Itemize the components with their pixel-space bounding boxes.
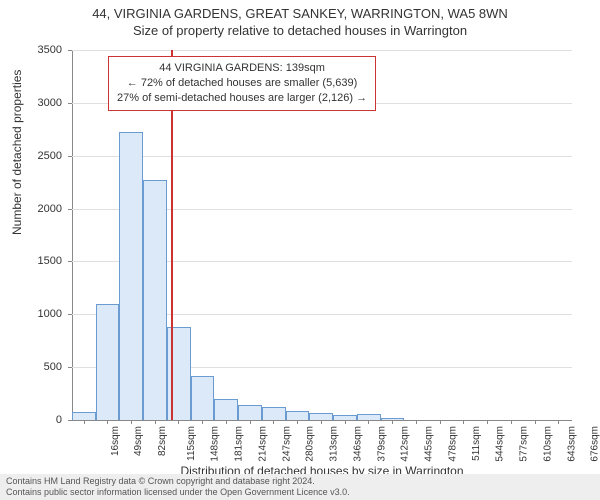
info-line-larger: 27% of semi-detached houses are larger (…	[117, 91, 367, 106]
x-tick-mark	[463, 420, 464, 424]
y-tick-mark	[68, 420, 72, 421]
histogram-bar	[238, 405, 262, 420]
y-tick-label: 1000	[22, 308, 62, 320]
x-tick-label: 412sqm	[400, 426, 411, 462]
x-tick-label: 379sqm	[376, 426, 387, 462]
x-tick-mark	[250, 420, 251, 424]
x-tick-mark	[535, 420, 536, 424]
x-tick-label: 115sqm	[186, 426, 197, 461]
x-tick-label: 181sqm	[234, 426, 245, 462]
histogram-bar	[72, 412, 96, 420]
x-tick-mark	[345, 420, 346, 424]
y-tick-label: 2500	[22, 150, 62, 162]
y-tick-mark	[68, 50, 72, 51]
x-tick-label: 676sqm	[590, 426, 600, 462]
x-tick-mark	[511, 420, 512, 424]
x-tick-mark	[202, 420, 203, 424]
y-tick-mark	[68, 367, 72, 368]
x-tick-mark	[321, 420, 322, 424]
grid-line	[72, 156, 572, 157]
x-tick-mark	[155, 420, 156, 424]
histogram-bar	[96, 304, 120, 420]
x-tick-label: 214sqm	[258, 426, 269, 462]
x-axis-line	[72, 420, 572, 421]
y-tick-mark	[68, 261, 72, 262]
y-tick-label: 3000	[22, 97, 62, 109]
info-line-property: 44 VIRGINIA GARDENS: 139sqm	[117, 61, 367, 76]
x-tick-mark	[440, 420, 441, 424]
chart-title-block: 44, VIRGINIA GARDENS, GREAT SANKEY, WARR…	[0, 0, 600, 38]
histogram-bar	[286, 411, 310, 421]
x-tick-mark	[558, 420, 559, 424]
property-info-box: 44 VIRGINIA GARDENS: 139sqm ← 72% of det…	[108, 56, 376, 111]
histogram-bar	[214, 399, 238, 420]
x-tick-mark	[487, 420, 488, 424]
x-tick-label: 445sqm	[424, 426, 435, 462]
chart-title-line2: Size of property relative to detached ho…	[0, 23, 600, 38]
x-tick-mark	[297, 420, 298, 424]
x-tick-label: 511sqm	[470, 426, 481, 461]
y-axis-line	[72, 50, 73, 420]
x-tick-label: 247sqm	[281, 426, 292, 462]
x-tick-label: 49sqm	[133, 426, 144, 456]
x-tick-label: 280sqm	[305, 426, 316, 462]
x-tick-mark	[131, 420, 132, 424]
x-tick-label: 544sqm	[495, 426, 506, 462]
histogram-bar	[119, 132, 143, 420]
info-line-smaller: ← 72% of detached houses are smaller (5,…	[117, 76, 367, 91]
x-tick-mark	[84, 420, 85, 424]
chart-title-line1: 44, VIRGINIA GARDENS, GREAT SANKEY, WARR…	[0, 6, 600, 21]
x-tick-mark	[416, 420, 417, 424]
y-tick-label: 2000	[22, 203, 62, 215]
x-tick-mark	[226, 420, 227, 424]
footer-line2: Contains public sector information licen…	[6, 487, 594, 498]
y-tick-label: 500	[22, 361, 62, 373]
footer-line1: Contains HM Land Registry data © Crown c…	[6, 476, 594, 487]
histogram-bar	[262, 407, 286, 420]
x-tick-mark	[178, 420, 179, 424]
x-tick-mark	[107, 420, 108, 424]
y-tick-label: 0	[22, 414, 62, 426]
x-tick-label: 643sqm	[566, 426, 577, 462]
x-tick-mark	[273, 420, 274, 424]
x-tick-label: 478sqm	[447, 426, 458, 462]
x-tick-label: 313sqm	[329, 426, 340, 462]
histogram-bar	[309, 413, 333, 420]
y-tick-label: 1500	[22, 255, 62, 267]
y-tick-mark	[68, 314, 72, 315]
histogram-bar	[143, 180, 167, 420]
x-tick-label: 577sqm	[519, 426, 530, 462]
x-tick-mark	[392, 420, 393, 424]
y-tick-mark	[68, 103, 72, 104]
grid-line	[72, 50, 572, 51]
y-tick-mark	[68, 156, 72, 157]
x-tick-label: 82sqm	[157, 426, 168, 456]
y-tick-mark	[68, 209, 72, 210]
histogram-bar	[191, 376, 215, 420]
footer-attribution: Contains HM Land Registry data © Crown c…	[0, 474, 600, 500]
y-tick-label: 3500	[22, 44, 62, 56]
x-tick-label: 148sqm	[210, 426, 221, 462]
x-tick-label: 16sqm	[110, 426, 121, 456]
x-tick-label: 346sqm	[352, 426, 363, 462]
x-tick-label: 610sqm	[542, 426, 553, 462]
x-tick-mark	[368, 420, 369, 424]
